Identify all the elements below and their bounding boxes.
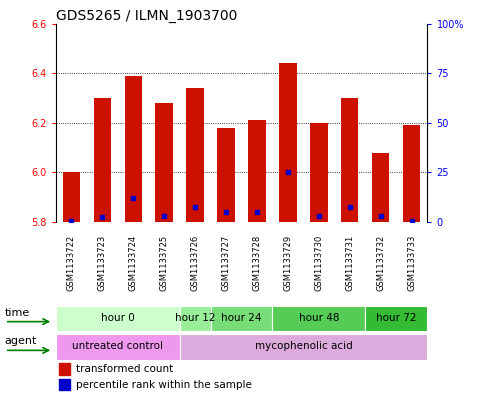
Text: GSM1133728: GSM1133728 [253, 235, 261, 292]
Text: hour 24: hour 24 [221, 313, 262, 323]
Text: GDS5265 / ILMN_1903700: GDS5265 / ILMN_1903700 [56, 9, 237, 22]
Bar [59, 364, 71, 375]
Bar [403, 125, 421, 222]
Text: GSM1133727: GSM1133727 [222, 235, 230, 292]
Bar [211, 306, 272, 331]
Text: untreated control: untreated control [72, 341, 163, 351]
Bar [62, 173, 80, 222]
Bar [180, 334, 427, 360]
Bar [280, 63, 297, 222]
Text: GSM1133730: GSM1133730 [314, 235, 324, 292]
Bar [125, 76, 142, 222]
Text: GSM1133731: GSM1133731 [345, 235, 355, 292]
Text: hour 48: hour 48 [298, 313, 339, 323]
Bar [311, 123, 327, 222]
Text: time: time [5, 308, 30, 318]
Bar [156, 103, 172, 222]
Text: GSM1133724: GSM1133724 [128, 235, 138, 291]
Bar [341, 98, 358, 222]
Bar [56, 334, 180, 360]
Text: hour 0: hour 0 [100, 313, 134, 323]
Bar [217, 128, 235, 222]
Text: GSM1133726: GSM1133726 [190, 235, 199, 292]
Text: GSM1133732: GSM1133732 [376, 235, 385, 292]
Bar [180, 306, 211, 331]
Bar [272, 306, 366, 331]
Text: hour 12: hour 12 [175, 313, 215, 323]
Bar [56, 306, 180, 331]
Bar [186, 88, 203, 222]
Text: GSM1133723: GSM1133723 [98, 235, 107, 292]
Text: GSM1133725: GSM1133725 [159, 235, 169, 291]
Bar [366, 306, 427, 331]
Text: agent: agent [5, 336, 37, 346]
Text: transformed count: transformed count [76, 364, 173, 374]
Text: mycophenolic acid: mycophenolic acid [255, 341, 353, 351]
Bar [94, 98, 111, 222]
Text: GSM1133729: GSM1133729 [284, 235, 293, 291]
Text: GSM1133722: GSM1133722 [67, 235, 75, 291]
Text: hour 72: hour 72 [376, 313, 417, 323]
Text: percentile rank within the sample: percentile rank within the sample [76, 380, 252, 389]
Bar [248, 120, 266, 222]
Bar [372, 152, 389, 222]
Bar [59, 379, 71, 390]
Text: GSM1133733: GSM1133733 [408, 235, 416, 292]
